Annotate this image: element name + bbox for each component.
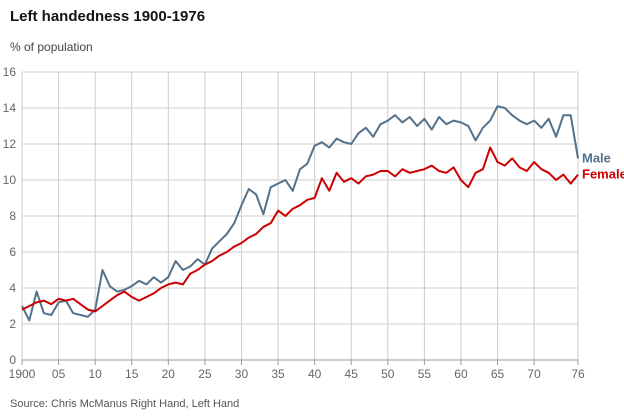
x-tick-label: 60 (454, 367, 468, 381)
y-axis-caption: % of population (10, 40, 93, 54)
x-tick-label: 76 (571, 367, 585, 381)
x-tick-label: 65 (491, 367, 505, 381)
x-tick-label: 70 (527, 367, 541, 381)
y-tick-label: 12 (3, 137, 17, 151)
x-tick-label: 30 (235, 367, 249, 381)
y-tick-label: 2 (9, 317, 16, 331)
female-series-label: Female (582, 167, 624, 182)
x-tick-label: 05 (52, 367, 66, 381)
female-line (21, 146, 579, 313)
x-tick-label: 25 (198, 367, 212, 381)
y-tick-label: 10 (3, 173, 17, 187)
chart-title: Left handedness 1900-1976 (10, 8, 206, 25)
x-tick-label: 10 (88, 367, 102, 381)
y-tick-label: 4 (9, 281, 16, 295)
x-tick-label: 20 (162, 367, 176, 381)
male-series-label: Male (582, 150, 611, 165)
x-tick-label: 50 (381, 367, 395, 381)
x-tick-label: 40 (308, 367, 322, 381)
y-tick-label: 14 (3, 101, 17, 115)
x-tick-label: 55 (418, 367, 432, 381)
y-tick-label: 0 (9, 353, 16, 367)
x-tick-label: 35 (271, 367, 285, 381)
x-tick-label: 15 (125, 367, 139, 381)
male-line (21, 105, 579, 322)
x-tick-label: 45 (345, 367, 359, 381)
x-tick-label: 1900 (9, 367, 36, 381)
source-attribution: Source: Chris McManus Right Hand, Left H… (10, 398, 240, 410)
y-tick-label: 8 (9, 209, 16, 223)
y-tick-label: 6 (9, 245, 16, 259)
y-tick-label: 16 (3, 65, 17, 79)
